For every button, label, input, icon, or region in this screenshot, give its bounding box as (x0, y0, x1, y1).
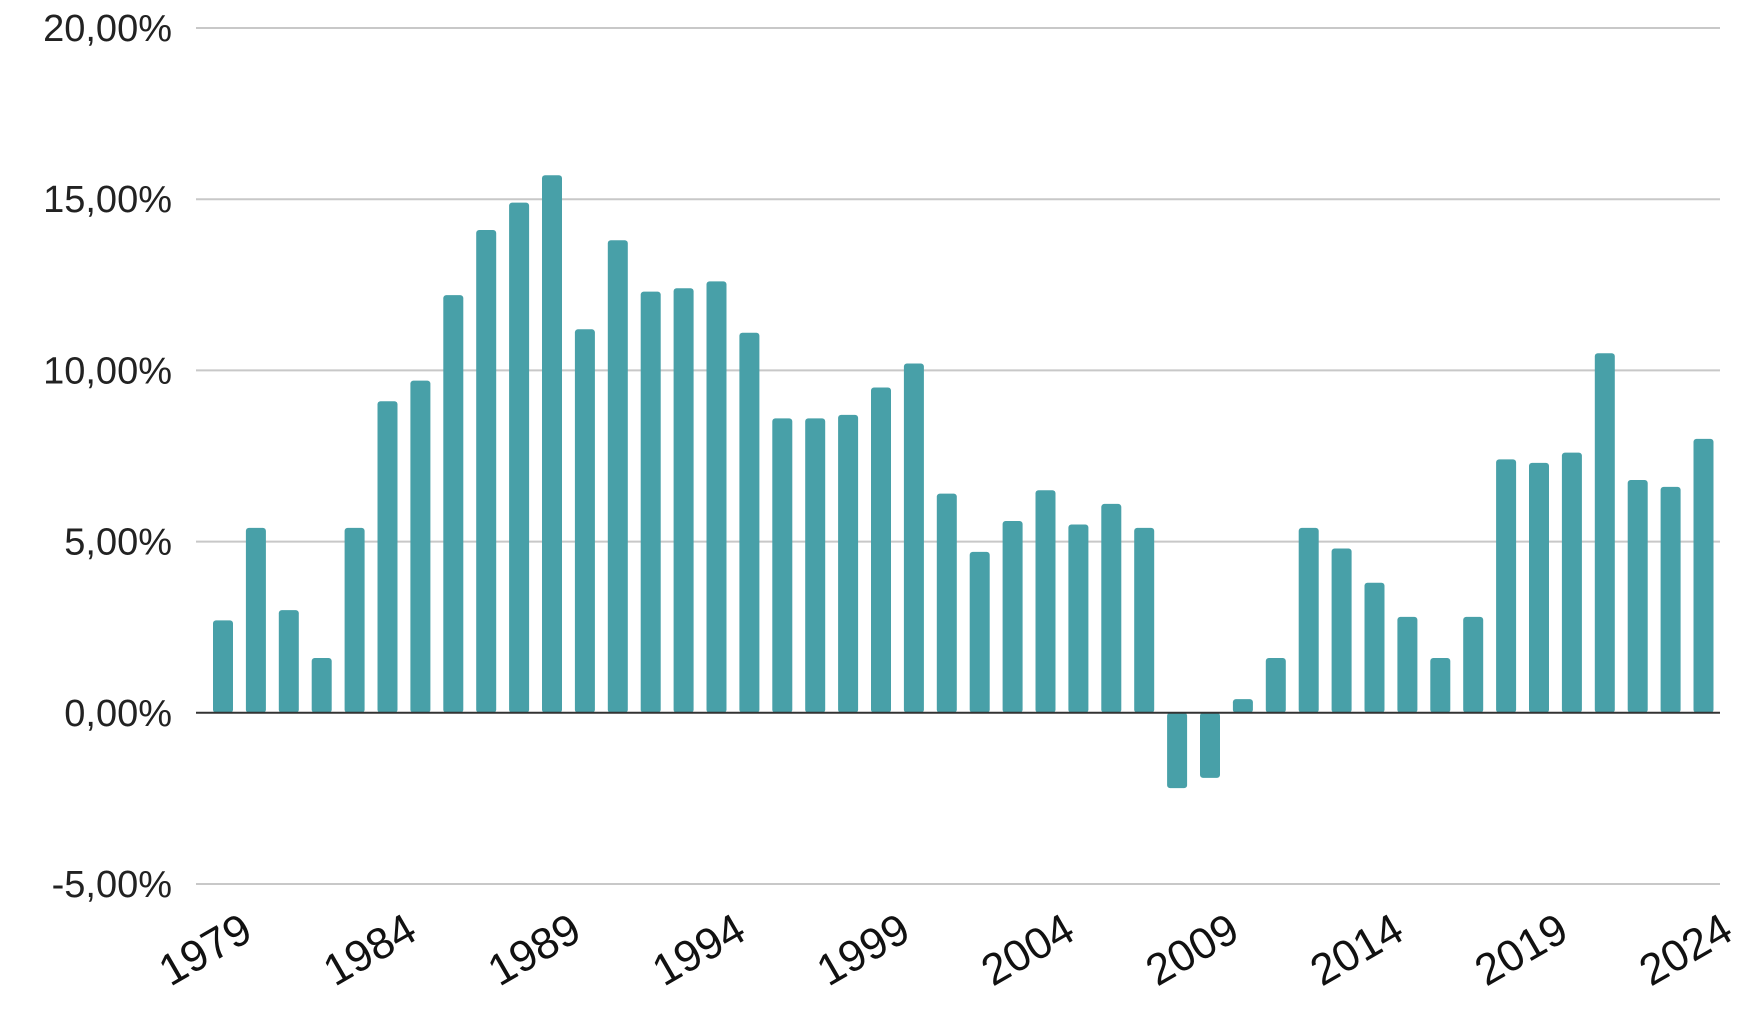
bar-2005 (1068, 524, 1089, 713)
bar-2024 (1693, 438, 1714, 713)
bar-1982 (311, 658, 332, 713)
bar-1993 (673, 288, 694, 713)
bar-2020 (1561, 452, 1582, 713)
x-tick-label: 2019 (1467, 904, 1576, 995)
bar-2022 (1627, 479, 1648, 713)
bar-1995 (739, 332, 760, 713)
bar-2019 (1529, 462, 1549, 713)
bar-2000 (903, 363, 924, 713)
y-axis-tick-labels: 20,00% 15,00% 10,00% 5,00% 0,00% -5,00% (43, 8, 172, 906)
x-tick-label: 2014 (1302, 904, 1411, 995)
bar-1992 (640, 291, 661, 713)
y-tick-label: 10,00% (43, 350, 172, 392)
bar-1986 (443, 295, 464, 713)
x-tick-label: 1989 (480, 904, 589, 995)
bar-1985 (410, 380, 431, 713)
bar-1988 (509, 202, 530, 713)
y-tick-label: 5,00% (64, 522, 172, 564)
bar-2006 (1101, 503, 1122, 713)
bar-2008 (1167, 712, 1188, 789)
bar-2017 (1463, 616, 1484, 713)
x-tick-label: 1979 (151, 904, 260, 995)
bar-2016 (1430, 658, 1451, 713)
bar-2004 (1035, 490, 1056, 713)
bar-2011 (1265, 658, 1286, 713)
bar-1983 (344, 527, 365, 713)
x-tick-label: 1994 (644, 904, 753, 995)
bar-1994 (706, 281, 727, 713)
bar-2013 (1331, 548, 1352, 713)
bar-1998 (838, 414, 859, 713)
bar-1984 (377, 401, 398, 713)
bars (213, 175, 1714, 789)
x-axis-tick-labels: 1979 1984 1989 1994 1999 2004 2009 2014 2019 2024 (151, 904, 1741, 995)
x-tick-label: 2024 (1631, 904, 1740, 995)
bar-2018 (1496, 459, 1517, 713)
bar-2010 (1232, 699, 1253, 713)
bar-2012 (1298, 527, 1319, 713)
bar-1981 (278, 610, 299, 713)
bar-1987 (476, 230, 497, 713)
bar-2003 (1002, 521, 1023, 713)
bar-2015 (1397, 616, 1418, 713)
bar-2021 (1594, 353, 1615, 713)
bar-1991 (607, 240, 628, 713)
y-tick-label: 0,00% (64, 693, 172, 735)
y-tick-label: -5,00% (52, 864, 172, 906)
bar-1979 (213, 620, 233, 713)
y-tick-label: 20,00% (43, 8, 172, 50)
x-tick-label: 2009 (1138, 904, 1247, 995)
bar-1990 (574, 329, 595, 713)
x-tick-label: 1999 (809, 904, 918, 995)
x-tick-label: 1984 (315, 904, 424, 995)
bar-1996 (772, 418, 793, 713)
bar-2023 (1660, 486, 1681, 713)
bar-2007 (1134, 527, 1155, 713)
y-tick-label: 15,00% (43, 179, 172, 221)
x-tick-label: 2004 (973, 904, 1082, 995)
bar-2001 (936, 493, 957, 713)
bar-1980 (245, 527, 266, 713)
bar-2014 (1364, 582, 1385, 713)
bar-1999 (871, 387, 891, 713)
bar-1997 (805, 418, 826, 713)
bar-2002 (969, 551, 990, 713)
bar-2009 (1200, 712, 1220, 778)
bar-1989 (542, 175, 562, 713)
